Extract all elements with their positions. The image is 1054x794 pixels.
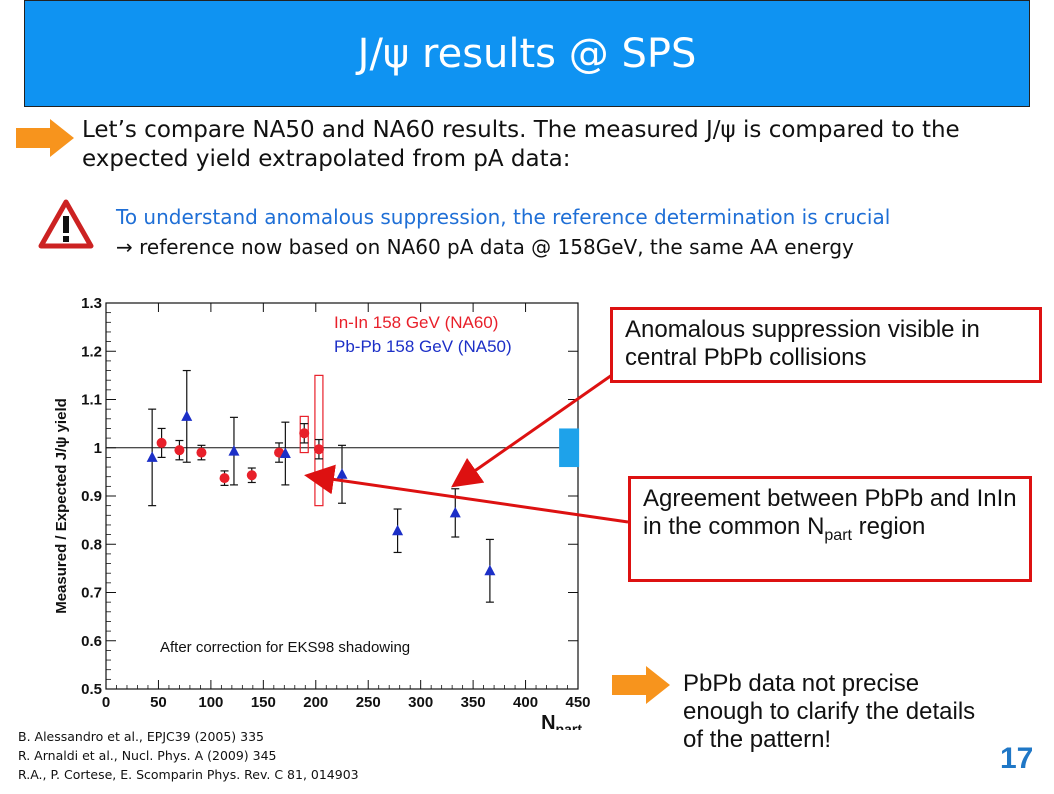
global-syst-box <box>559 428 580 468</box>
slide-title: J/ψ results @ SPS <box>357 30 697 77</box>
legend-entry: Pb-Pb 158 GeV (NA50) <box>334 337 512 356</box>
data-point <box>279 447 291 459</box>
x-tick-label: 350 <box>461 694 486 711</box>
data-point <box>484 564 496 576</box>
callout-anomalous-text: Anomalous suppression visible in central… <box>625 316 980 371</box>
x-tick-label: 50 <box>150 694 167 711</box>
intro-text: Let’s compare NA50 and NA60 results. The… <box>82 117 960 172</box>
x-tick-label: 150 <box>251 694 276 711</box>
x-tick-label: 0 <box>102 694 110 711</box>
data-point <box>449 506 461 518</box>
y-tick-label: 1.1 <box>81 392 102 409</box>
chart: 0 50 100 150 200 250 300 350 400 450 0.5 0.6 0.7 0.8 0… <box>53 295 591 730</box>
page-number: 17 <box>1000 742 1034 775</box>
x-tick-label: 400 <box>513 694 538 711</box>
y-tick-label: 1.2 <box>81 343 102 360</box>
y-tick-label: 0.5 <box>81 681 102 698</box>
data-point <box>174 445 185 456</box>
data-point <box>196 447 207 458</box>
y-axis-label: Measured / Expected J/ψ yield <box>53 398 70 614</box>
y-tick-label: 1.3 <box>81 295 102 312</box>
data-point <box>336 468 348 479</box>
data-point <box>181 410 193 421</box>
y-tick-label: 0.7 <box>81 585 102 602</box>
x-tick-label: 450 <box>565 694 590 711</box>
y-tick-label: 0.9 <box>81 488 102 505</box>
data-point <box>146 451 158 462</box>
syst-box <box>314 374 324 507</box>
callout-agreement-sub: part <box>824 526 852 544</box>
data-point <box>299 428 310 439</box>
x-tick-label: 200 <box>303 694 328 711</box>
data-point <box>246 470 257 481</box>
legend-entry: In-In 158 GeV (NA60) <box>334 313 498 332</box>
title-bar: J/ψ results @ SPS <box>24 0 1030 107</box>
data-point <box>156 437 167 448</box>
data-point <box>219 473 230 484</box>
data-point <box>228 445 240 456</box>
reference-item: B. Alessandro et al., EPJC39 (2005) 335 <box>18 729 265 744</box>
orange-arrow-icon <box>612 666 670 704</box>
callout-agreement-end: region <box>851 513 926 540</box>
conclusion-text: PbPb data not precise enough to clarify … <box>683 670 976 753</box>
data-point <box>392 524 404 536</box>
reference-note: → reference now based on NA60 pA data @ … <box>116 235 854 259</box>
warning-triangle-icon <box>38 199 94 249</box>
x-tick-label: 100 <box>198 694 223 711</box>
chart-annotation: After correction for EKS98 shadowing <box>160 639 410 656</box>
data-point <box>313 444 324 455</box>
y-tick-label: 0.8 <box>81 536 102 553</box>
arrow-to-common-region <box>304 464 629 524</box>
warning-text: To understand anomalous suppression, the… <box>116 205 891 229</box>
x-tick-label: 250 <box>356 694 381 711</box>
arrow-to-central-pbpb <box>451 373 613 488</box>
callout-agreement-text: Agreement between PbPb and InIn in the c… <box>643 485 1017 540</box>
x-tick-label: 300 <box>408 694 433 711</box>
orange-arrow-icon <box>16 119 74 157</box>
references: B. Alessandro et al., EPJC39 (2005) 335 … <box>18 727 359 784</box>
reference-item: R.A., P. Cortese, E. Scomparin Phys. Rev… <box>18 767 359 782</box>
y-tick-label: 0.6 <box>81 633 102 650</box>
callout-anomalous-suppression: Anomalous suppression visible in central… <box>610 307 1042 383</box>
reference-item: R. Arnaldi et al., Nucl. Phys. A (2009) … <box>18 748 277 763</box>
callout-agreement: Agreement between PbPb and InIn in the c… <box>628 476 1032 582</box>
x-axis-label: Npart <box>541 712 582 730</box>
y-tick-label: 1 <box>94 440 102 457</box>
